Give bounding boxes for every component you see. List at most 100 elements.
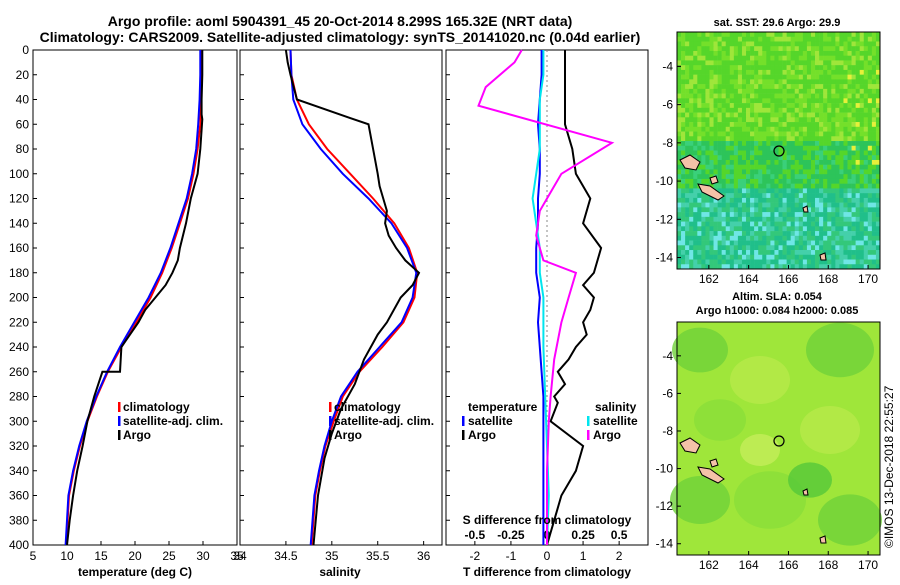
sst-cell (697, 245, 702, 251)
sst-cell (721, 235, 727, 241)
sst-cell (774, 88, 779, 94)
sst-cell (843, 131, 848, 137)
sst-cell (770, 74, 775, 80)
sst-cell (851, 88, 856, 94)
sst-cell (766, 231, 771, 237)
sst-cell (875, 107, 881, 113)
sst-cell (677, 131, 682, 137)
sla-blob (694, 399, 746, 441)
sst-cell (823, 164, 828, 170)
sst-cell (758, 183, 763, 189)
sst-cell (806, 193, 812, 199)
sst-cell (835, 159, 840, 166)
sst-cell (685, 150, 690, 156)
sst-cell (815, 159, 820, 166)
sst-cell (717, 50, 722, 56)
sst-cell (839, 88, 844, 94)
sst-cell (847, 231, 852, 237)
sst-cell (717, 60, 722, 66)
sst-cell (782, 65, 787, 71)
sst-cell (867, 250, 873, 256)
x-tick-label: 36 (417, 549, 431, 563)
sst-cell (798, 155, 804, 161)
sst-cell (871, 155, 877, 161)
sst-cell (778, 107, 783, 113)
sst-cell (806, 150, 812, 156)
sst-cell (762, 60, 767, 66)
sst-cell (746, 164, 751, 170)
sst-cell (859, 136, 865, 142)
sst-cell (839, 65, 844, 71)
sst-cell (741, 254, 747, 260)
sst-cell (835, 155, 840, 161)
sst-cell (766, 207, 771, 213)
sst-cell (875, 183, 881, 189)
difference-top-xticks: -0.5 -0.25 0 0.25 0.5 (465, 528, 628, 542)
sst-cell (770, 136, 775, 142)
sst-cell (859, 93, 865, 99)
sst-cell (762, 136, 767, 142)
sst-cell (786, 216, 791, 222)
sst-cell (823, 188, 828, 194)
sst-cell (819, 103, 824, 109)
sst-cell (725, 32, 731, 38)
sst-cell (863, 65, 869, 71)
sst-cell (802, 197, 808, 203)
sst-cell (729, 240, 735, 246)
sst-cell (693, 55, 698, 61)
sst-cell (802, 254, 808, 260)
depth-tick-label: 300 (9, 414, 29, 428)
sst-cell (717, 207, 722, 213)
sst-cell (754, 155, 759, 161)
x-tick-label: 10 (60, 549, 74, 563)
sst-cell (758, 159, 763, 166)
sst-cell (677, 174, 682, 180)
sst-cell (689, 55, 694, 61)
sst-cell (705, 141, 710, 147)
sst-cell (831, 122, 836, 128)
sst-cell (681, 74, 686, 80)
sst-cell (754, 84, 759, 90)
sst-cell (721, 98, 727, 104)
sst-cell (746, 126, 751, 132)
sst-cell (847, 79, 852, 85)
sst-cell (798, 169, 804, 175)
sst-cell (819, 60, 824, 66)
legend-argo-swatch (118, 430, 121, 440)
sst-cell (782, 231, 787, 237)
sst-cell (823, 226, 828, 232)
sst-cell (685, 36, 690, 42)
sst-cell (685, 235, 690, 241)
sst-cell (713, 103, 718, 109)
sst-cell (741, 126, 747, 132)
sst-cell (859, 221, 865, 227)
sst-cell (709, 112, 714, 118)
sst-cell (762, 240, 767, 246)
sst-cell (746, 155, 751, 161)
sst-cell (823, 36, 828, 42)
sst-cell (754, 117, 759, 123)
sst-cell (786, 202, 791, 208)
sst-cell (851, 32, 856, 38)
sst-cell (717, 126, 722, 132)
sst-cell (721, 169, 727, 175)
sst-cell (758, 259, 763, 265)
sst-cell (867, 188, 873, 194)
sst-cell (790, 150, 796, 156)
sst-cell (798, 131, 804, 137)
sst-cell (729, 74, 735, 80)
sst-cell (815, 65, 820, 71)
sst-cell (709, 98, 714, 104)
sla-blob (740, 434, 780, 466)
sst-cell (790, 98, 796, 104)
sst-cell (754, 259, 759, 265)
sst-cell (855, 69, 860, 75)
sst-cell (859, 169, 865, 175)
sst-cell (737, 145, 743, 151)
sst-cell (717, 117, 722, 123)
sst-cell (725, 112, 731, 118)
sst-cell (725, 221, 731, 227)
sst-cell (697, 231, 702, 237)
sst-cell (701, 69, 706, 75)
sst-cell (770, 141, 775, 147)
